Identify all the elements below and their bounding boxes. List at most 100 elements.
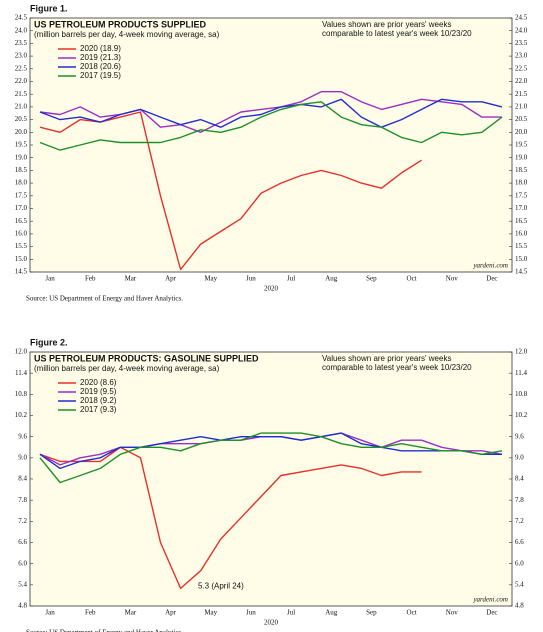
y-tick-label: 23.5	[15, 39, 28, 47]
x-tick-label: Dec	[486, 609, 497, 617]
legend-label: 2017 (9.3)	[80, 405, 117, 414]
y-tick-label: 4.8	[18, 602, 27, 610]
y2-tick-label: 16.0	[515, 230, 528, 238]
legend-label: 2020 (8.6)	[80, 378, 117, 387]
watermark: yardeni.com	[472, 596, 508, 604]
series-line	[39, 446, 422, 590]
y2-tick-label: 19.0	[515, 153, 528, 161]
y2-tick-label: 21.5	[515, 90, 528, 98]
x-tick-label: Jan	[45, 275, 55, 283]
y-tick-label: 15.5	[15, 242, 28, 250]
y-tick-label: 7.8	[18, 496, 27, 504]
x-tick-label: Jun	[246, 609, 256, 617]
x-tick-label: Dec	[486, 275, 497, 283]
y-tick-label: 10.2	[15, 411, 28, 419]
series-line	[39, 432, 502, 470]
plot-area	[29, 351, 513, 607]
y2-tick-label: 6.6	[515, 538, 524, 546]
y-tick-label: 22.5	[15, 64, 28, 72]
watermark: yardeni.com	[472, 262, 508, 270]
x-tick-label: Aug	[325, 275, 338, 283]
y2-tick-label: 18.0	[515, 179, 528, 187]
y2-tick-label: 7.2	[515, 517, 524, 525]
y-tick-label: 15.0	[15, 255, 28, 263]
y-tick-label: 17.0	[15, 204, 28, 212]
chart-subtitle: (million barrels per day, 4-week moving …	[34, 30, 220, 39]
y2-tick-label: 24.0	[515, 26, 528, 34]
y2-tick-label: 22.5	[515, 64, 528, 72]
y-tick-label: 9.6	[18, 432, 27, 440]
legend-label: 2019 (9.5)	[80, 387, 117, 396]
y-tick-label: 20.5	[15, 115, 28, 123]
x-tick-label: Nov	[446, 609, 459, 617]
y-tick-label: 6.0	[18, 559, 27, 567]
y-tick-label: 6.6	[18, 538, 27, 546]
x-tick-label: Apr	[165, 609, 177, 617]
series-line	[39, 91, 502, 133]
y2-tick-label: 9.6	[515, 432, 524, 440]
series-line	[39, 98, 503, 128]
legend-label: 2019 (21.3)	[80, 53, 121, 62]
x-tick-label: Oct	[407, 609, 417, 617]
y-tick-label: 17.5	[15, 191, 28, 199]
y-tick-label: 16.5	[15, 217, 28, 225]
x-tick-label: Jul	[287, 275, 295, 283]
y2-tick-label: 10.2	[515, 411, 528, 419]
chart-subtitle: (million barrels per day, 4-week moving …	[34, 364, 220, 373]
x-tick-label: May	[204, 275, 217, 283]
y-tick-label: 7.2	[18, 517, 27, 525]
x-axis-label: 2020	[264, 285, 279, 293]
y2-tick-label: 21.0	[515, 103, 528, 111]
x-tick-label: Apr	[165, 275, 177, 283]
x-tick-label: Mar	[125, 275, 137, 283]
x-tick-label: Oct	[407, 275, 417, 283]
note: comparable to latest year's week 10/23/2…	[322, 363, 472, 372]
chart-title: US PETROLEUM PRODUCTS: GASOLINE SUPPLIED	[34, 353, 259, 363]
y-tick-label: 5.4	[18, 580, 27, 588]
y2-tick-label: 6.0	[515, 559, 524, 567]
y2-tick-label: 18.5	[515, 166, 528, 174]
y-tick-label: 14.5	[15, 268, 28, 276]
figure-label: Figure 1.	[30, 3, 68, 13]
y-tick-label: 20.0	[15, 128, 28, 136]
y2-tick-label: 19.5	[515, 141, 528, 149]
source: Source: US Department of Energy and Have…	[26, 629, 183, 632]
legend-label: 2018 (9.2)	[80, 396, 117, 405]
x-tick-label: Mar	[125, 609, 137, 617]
y-tick-label: 16.0	[15, 230, 28, 238]
source: Source: US Department of Energy and Have…	[26, 295, 183, 303]
y2-tick-label: 15.5	[515, 242, 528, 250]
y-tick-label: 19.0	[15, 153, 28, 161]
y2-tick-label: 10.8	[515, 390, 528, 398]
y-tick-label: 22.0	[15, 77, 28, 85]
y2-tick-label: 5.4	[515, 580, 524, 588]
y2-tick-label: 7.8	[515, 496, 524, 504]
chart-title: US PETROLEUM PRODUCTS SUPPLIED	[34, 19, 207, 29]
x-tick-label: Jan	[45, 609, 55, 617]
x-tick-label: Sep	[366, 275, 377, 283]
x-tick-label: Aug	[325, 609, 338, 617]
plot-area	[29, 17, 513, 273]
x-tick-label: Jun	[246, 275, 256, 283]
y-tick-label: 21.5	[15, 90, 28, 98]
y2-tick-label: 23.0	[515, 52, 528, 60]
y-tick-label: 19.5	[15, 141, 28, 149]
legend-label: 2018 (20.6)	[80, 62, 121, 71]
x-tick-label: Jul	[287, 609, 295, 617]
y2-tick-label: 14.5	[515, 268, 528, 276]
y2-tick-label: 16.5	[515, 217, 528, 225]
x-tick-label: Sep	[366, 609, 377, 617]
y2-tick-label: 22.0	[515, 77, 528, 85]
y2-tick-label: 20.5	[515, 115, 528, 123]
y2-tick-label: 20.0	[515, 128, 528, 136]
figure-label: Figure 2.	[30, 337, 68, 347]
legend-label: 2020 (18.9)	[80, 44, 121, 53]
y2-tick-label: 17.5	[515, 191, 528, 199]
y2-tick-label: 24.5	[515, 14, 528, 22]
x-tick-label: Feb	[85, 609, 96, 617]
series-line	[39, 101, 503, 151]
note: Values shown are prior years' weeks	[322, 20, 451, 29]
y2-tick-label: 9.0	[515, 453, 524, 461]
y2-tick-label: 23.5	[515, 39, 528, 47]
